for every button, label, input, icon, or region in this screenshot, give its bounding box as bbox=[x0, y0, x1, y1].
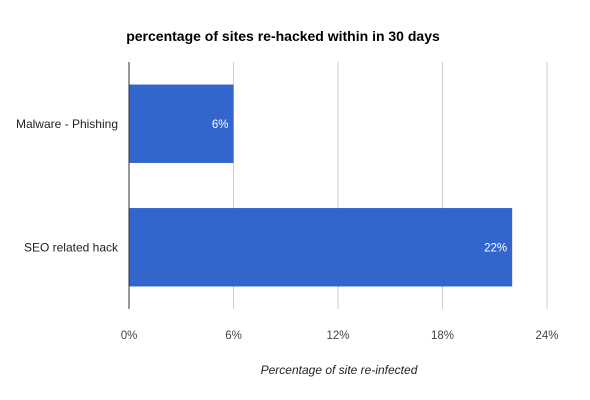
x-tick-label: 6% bbox=[225, 330, 242, 342]
x-ticks-group: 0% 6% 12% 18% 24% bbox=[121, 330, 559, 342]
bar-data-label: 22% bbox=[484, 242, 507, 254]
bar bbox=[129, 208, 513, 287]
labels-group: 6% Malware - Phishing 22% SEO related hack bbox=[16, 117, 507, 255]
x-axis-label: Percentage of site re-infected bbox=[261, 363, 418, 377]
bar-data-label: 6% bbox=[212, 119, 229, 131]
x-tick-label: 0% bbox=[121, 330, 138, 342]
category-label: SEO related hack bbox=[24, 240, 119, 254]
x-tick-label: 24% bbox=[535, 330, 558, 342]
x-tick-label: 18% bbox=[431, 330, 454, 342]
category-label: Malware - Phishing bbox=[16, 117, 118, 131]
bar bbox=[129, 84, 234, 163]
bars-group bbox=[129, 84, 513, 287]
x-tick-label: 12% bbox=[326, 330, 349, 342]
chart-title: percentage of sites re-hacked within in … bbox=[126, 28, 440, 44]
